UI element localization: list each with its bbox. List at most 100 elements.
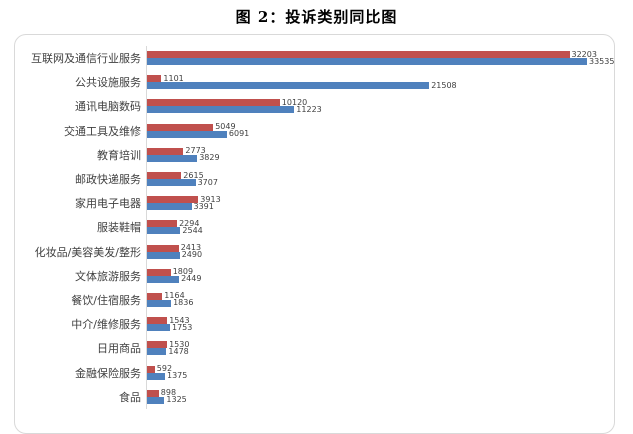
bar-red: [147, 268, 171, 276]
value-label-blue: 2449: [181, 274, 202, 284]
bar-blue: [147, 154, 198, 162]
bar-line-red: 3913: [147, 194, 614, 204]
bar-line-blue: 2490: [147, 250, 614, 260]
bar-red: [147, 196, 199, 204]
value-label-blue: 1836: [173, 298, 194, 308]
chart-frame: 互联网及通信行业服务 32203 33535 公共设施服务 1101 21508 通讯电脑数…: [14, 34, 615, 434]
value-label-red: 1164: [164, 291, 185, 301]
bar-blue: [147, 251, 180, 259]
bar-line-blue: 1325: [147, 395, 614, 405]
chart-title: 图 2：投诉类别同比图: [235, 8, 398, 26]
chart-row: 餐饮/住宿服务 1164 1836: [15, 287, 614, 313]
chart-row: 公共设施服务 1101 21508: [15, 70, 614, 95]
value-label-blue: 1325: [166, 395, 187, 405]
bar-line-red: 1543: [147, 315, 614, 325]
bar-red: [147, 317, 168, 325]
bar-group: 3913 3391: [146, 191, 614, 216]
category-label: 教育培训: [97, 148, 141, 162]
bar-line-blue: 1753: [147, 322, 614, 332]
category-label: 邮政快递服务: [75, 173, 141, 187]
value-label-blue: 1753: [172, 322, 193, 332]
bar-blue: [147, 324, 170, 332]
bar-blue: [147, 372, 165, 380]
value-label-red: 10120: [281, 97, 308, 107]
bar-group: 10120 11223: [146, 94, 614, 119]
value-label-red: 898: [160, 388, 177, 398]
category-label: 服装鞋帽: [97, 221, 141, 235]
value-label-blue: 2544: [182, 225, 203, 235]
category-label: 食品: [119, 390, 141, 404]
value-label-red: 5049: [215, 122, 236, 132]
bar-red: [147, 244, 179, 252]
bar-group: 1164 1836: [146, 287, 614, 313]
value-label-red: 1543: [169, 315, 190, 325]
chart-row: 化妆品/美容美发/整形 2413 2490: [15, 239, 614, 264]
bar-blue: [147, 82, 430, 90]
bar-group: 898 1325: [146, 384, 614, 409]
value-label-red: 2773: [185, 146, 206, 156]
value-label-blue: 1478: [168, 346, 189, 356]
value-label-blue: 33535: [589, 56, 615, 66]
bar-blue: [147, 179, 196, 187]
bar-line-blue: 3829: [147, 153, 614, 163]
category-label: 化妆品/美容美发/整形: [34, 245, 141, 259]
bar-red: [147, 292, 163, 300]
bar-red: [147, 99, 280, 107]
category-label: 公共设施服务: [75, 76, 141, 90]
value-label-blue: 21508: [431, 80, 457, 90]
category-label: 家用电子电器: [75, 197, 141, 211]
bar-line-blue: 11223: [147, 105, 614, 114]
category-label: 文体旅游服务: [75, 269, 141, 283]
bar-group: 592 1375: [146, 360, 614, 385]
chart-row: 交通工具及维修 5049 6091: [15, 118, 614, 143]
bar-blue: [147, 58, 587, 66]
category-label: 中介/维修服务: [71, 318, 141, 332]
category-label: 餐饮/住宿服务: [71, 293, 141, 307]
category-label: 交通工具及维修: [64, 124, 141, 138]
bar-group: 2615 3707: [146, 166, 614, 192]
bar-line-red: 898: [147, 388, 614, 398]
bar-line-red: 10120: [147, 97, 614, 107]
bar-blue: [147, 106, 295, 114]
bar-line-red: 2413: [147, 244, 614, 252]
bar-line-blue: 2449: [147, 274, 614, 284]
chart-row: 教育培训 2773 3829: [15, 142, 614, 167]
bar-group: 1543 1753: [146, 312, 614, 337]
bar-line-blue: 2544: [147, 225, 614, 235]
value-label-red: 32203: [571, 49, 597, 59]
chart-row: 邮政快递服务 2615 3707: [15, 166, 614, 192]
bar-red: [147, 220, 178, 228]
value-label-red: 2615: [183, 170, 204, 180]
bar-blue: [147, 227, 181, 235]
bar-line-red: 2615: [147, 170, 614, 180]
chart-row: 食品 898 1325: [15, 384, 614, 409]
bar-red: [147, 51, 570, 59]
value-label-red: 3913: [200, 194, 221, 204]
chart-row: 中介/维修服务 1543 1753: [15, 312, 614, 337]
bar-blue: [147, 396, 165, 404]
bar-group: 32203 33535: [146, 46, 615, 71]
bar-group: 1101 21508: [146, 70, 614, 95]
value-label-blue: 3829: [199, 153, 220, 163]
bar-red: [147, 147, 184, 155]
bar-line-blue: 6091: [147, 130, 614, 138]
bar-group: 2413 2490: [146, 239, 614, 264]
bar-red: [147, 389, 159, 397]
bar-line-blue: 1375: [147, 372, 614, 380]
bar-red: [147, 365, 155, 373]
bar-line-red: 1101: [147, 74, 614, 83]
bar-group: 2294 2544: [146, 215, 614, 240]
chart-row: 通讯电脑数码 10120 11223: [15, 94, 614, 119]
bar-line-red: 592: [147, 364, 614, 374]
category-label: 通讯电脑数码: [75, 100, 141, 114]
value-label-red: 1809: [172, 267, 194, 277]
bar-group: 5049 6091: [146, 118, 614, 143]
bar-blue: [147, 275, 180, 283]
bar-blue: [147, 299, 172, 307]
bar-line-red: 1530: [147, 339, 614, 349]
value-label-red: 1530: [169, 339, 190, 349]
chart-row: 互联网及通信行业服务 32203 33535: [15, 46, 615, 71]
value-label-red: 592: [156, 364, 173, 374]
bar-blue: [147, 348, 167, 356]
value-label-blue: 2490: [181, 250, 203, 260]
